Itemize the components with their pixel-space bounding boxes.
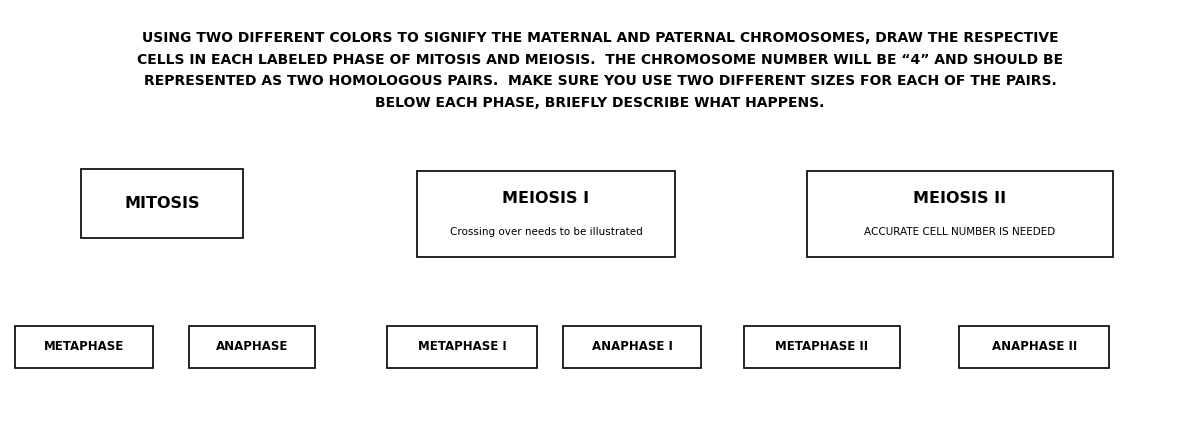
Text: METAPHASE II: METAPHASE II bbox=[775, 340, 869, 354]
Text: METAPHASE I: METAPHASE I bbox=[418, 340, 506, 354]
Text: METAPHASE: METAPHASE bbox=[44, 340, 124, 354]
Bar bbox=[16, 326, 154, 368]
Text: ANAPHASE I: ANAPHASE I bbox=[592, 340, 673, 354]
Bar bbox=[82, 169, 242, 237]
Bar bbox=[418, 171, 674, 257]
Bar bbox=[744, 326, 900, 368]
Text: MITOSIS: MITOSIS bbox=[125, 196, 199, 211]
Bar bbox=[808, 171, 1114, 257]
Text: USING TWO DIFFERENT COLORS TO SIGNIFY THE MATERNAL AND PATERNAL CHROMOSOMES, DRA: USING TWO DIFFERENT COLORS TO SIGNIFY TH… bbox=[137, 31, 1063, 110]
Bar bbox=[564, 326, 702, 368]
Bar bbox=[190, 326, 314, 368]
Text: ANAPHASE II: ANAPHASE II bbox=[991, 340, 1078, 354]
Text: MEIOSIS II: MEIOSIS II bbox=[913, 191, 1007, 206]
Bar bbox=[386, 326, 538, 368]
Text: MEIOSIS I: MEIOSIS I bbox=[503, 191, 589, 206]
Bar bbox=[960, 326, 1110, 368]
Text: ACCURATE CELL NUMBER IS NEEDED: ACCURATE CELL NUMBER IS NEEDED bbox=[864, 227, 1056, 237]
Text: ANAPHASE: ANAPHASE bbox=[216, 340, 288, 354]
Text: Crossing over needs to be illustrated: Crossing over needs to be illustrated bbox=[450, 227, 642, 237]
